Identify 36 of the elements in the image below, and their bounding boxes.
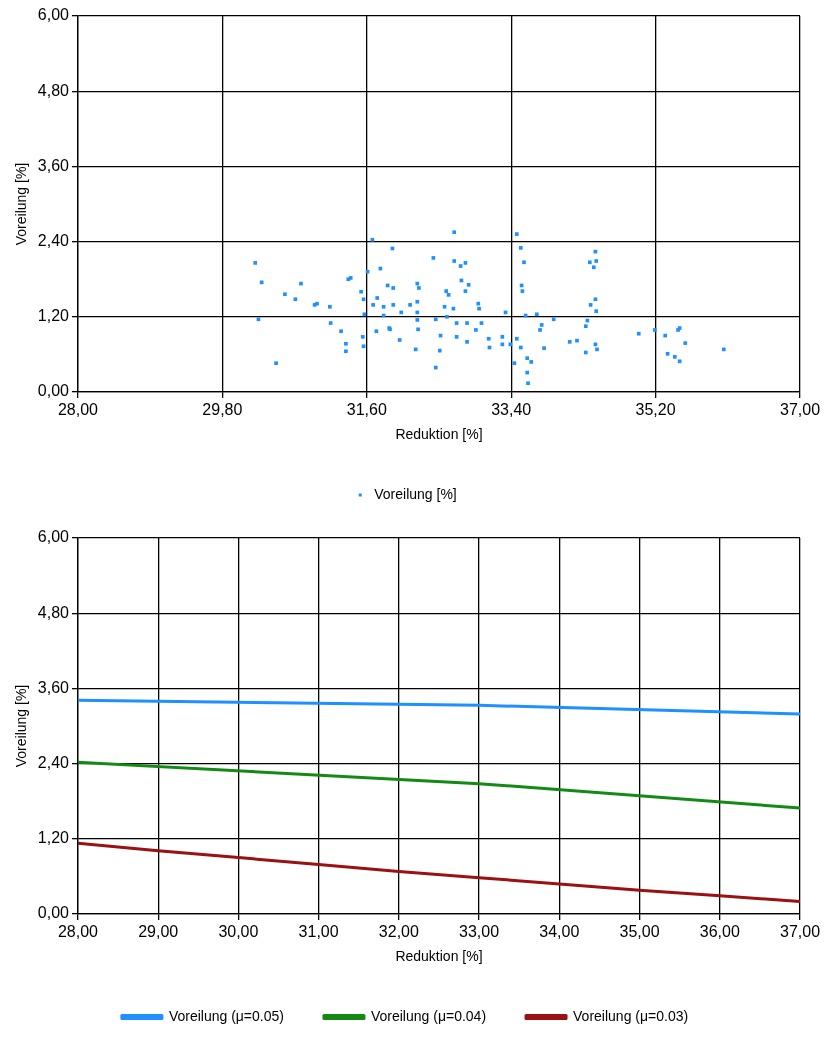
y-tick-label: 1,20 [37,307,70,325]
y-tick-label: 1,20 [37,829,70,847]
x-tick-label: 30,00 [218,923,259,941]
y-tick-label: 6,00 [37,528,70,546]
legend-label: Voreilung (μ=0.03) [573,1007,689,1024]
x-tick-label: 37,00 [779,923,821,941]
x-axis-title: Reduktion [%] [395,948,483,965]
y-tick-label: 0,00 [37,382,70,400]
y-tick-label: 4,80 [37,603,70,621]
x-axis-title: Reduktion [%] [395,426,483,443]
x-tick-label: 28,00 [57,401,99,419]
x-tick-label: 35,20 [635,401,676,419]
x-tick-label: 34,00 [539,923,580,941]
x-tick-label: 29,80 [202,401,243,419]
x-tick-label: 31,00 [298,923,339,941]
x-tick-label: 32,00 [378,923,419,941]
x-tick-label: 29,00 [138,923,179,941]
y-tick-label: 4,80 [37,81,70,99]
y-tick-label: 6,00 [37,6,70,24]
legend-label: Voreilung [%] [374,485,457,502]
x-tick-label: 35,00 [619,923,660,941]
y-axis-title: Voreilung [%] [13,162,30,246]
x-tick-label: 28,00 [57,923,99,941]
x-tick-label: 33,00 [459,923,500,941]
y-tick-label: 2,40 [37,232,70,250]
legend-label: Voreilung (μ=0.04) [370,1007,487,1024]
x-tick-label: 31,60 [346,401,387,419]
x-tick-label: 36,00 [699,923,740,941]
y-axis-title: Voreilung [%] [13,684,30,768]
x-tick-label: 37,00 [779,401,821,419]
legend-label: Voreilung (μ=0.05) [168,1007,284,1024]
x-tick-label: 33,40 [491,401,532,419]
y-tick-label: 3,60 [37,678,70,696]
y-tick-label: 0,00 [37,904,70,922]
y-tick-label: 2,40 [37,754,70,772]
y-tick-label: 3,60 [37,156,70,174]
